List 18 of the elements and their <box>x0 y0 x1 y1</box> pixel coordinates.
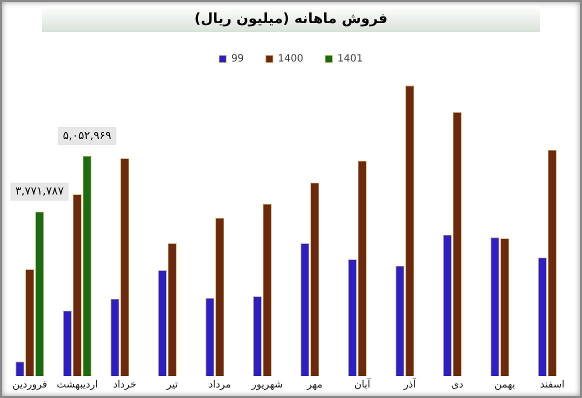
x-tick-label: خرداد <box>113 380 136 391</box>
x-tick-label: شهریور <box>250 380 283 391</box>
x-tick-label: مهر <box>306 380 322 391</box>
x-tick-label: اردیبهشت <box>56 380 98 391</box>
x-tick-label: بهمن <box>494 380 516 391</box>
x-tick-label: تیر <box>166 380 178 391</box>
x-tick-label: آذر <box>402 378 417 391</box>
legend-label: 99 <box>231 54 244 65</box>
data-label: ۵,۰۵۲,۹۶۹ <box>62 128 112 142</box>
x-tick-label: مرداد <box>208 380 232 391</box>
legend-label: 1401 <box>337 54 363 65</box>
x-tick-label: دی <box>451 380 464 391</box>
data-label: ۳,۷۷۱,۷۸۷ <box>15 184 64 198</box>
legend-label: 1400 <box>278 54 304 65</box>
x-tick-label: فروردین <box>12 380 48 391</box>
chart-title: فروش ماهانه (میلیون ریال) <box>42 6 540 32</box>
x-tick-label: اسفند <box>540 380 564 391</box>
x-tick-label: آبان <box>354 378 372 391</box>
